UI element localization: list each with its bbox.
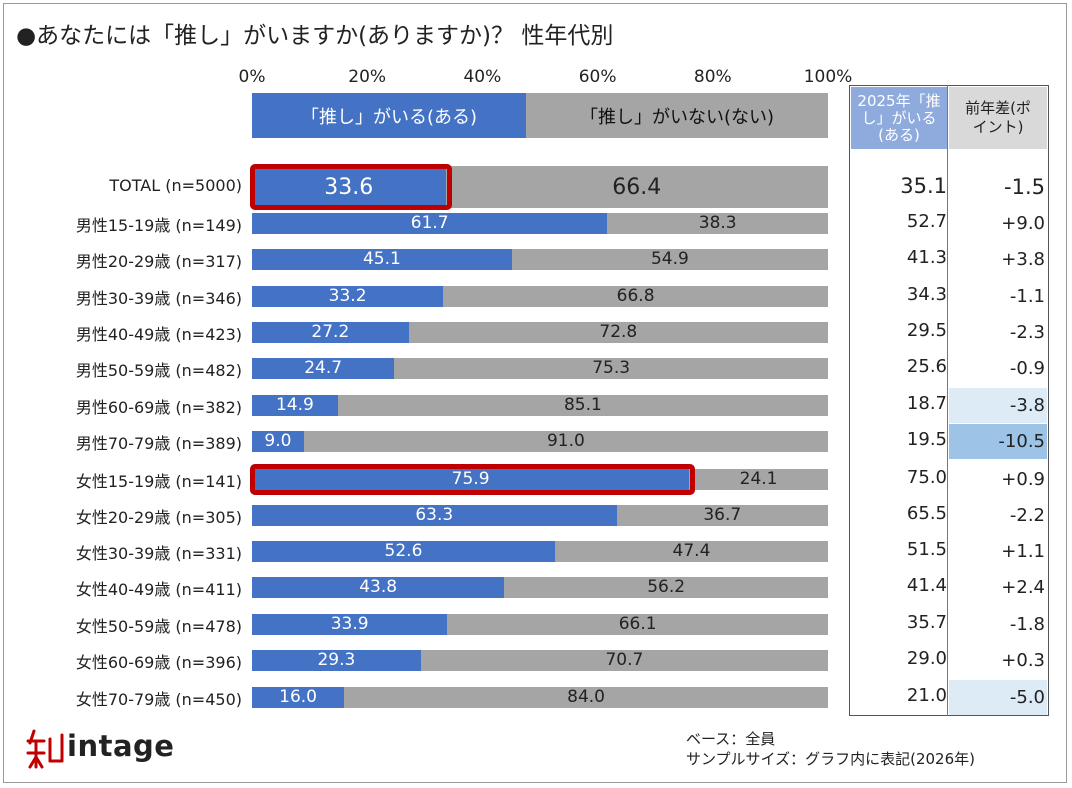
value-2025: 19.5 (906, 429, 947, 450)
value-2025: 35.7 (906, 612, 947, 633)
diff-points: -2.3 (1009, 322, 1045, 343)
diff-points: -10.5 (949, 424, 1047, 459)
chart-frame (3, 3, 1067, 783)
diff-points: -0.9 (1009, 358, 1045, 379)
category-label: 女性40-49歳 (n=411) (75, 580, 242, 599)
value-2025: 75.0 (906, 467, 947, 488)
value-2025: 29.0 (906, 648, 947, 669)
axis-tick: 60% (578, 67, 617, 87)
value-2025: 52.7 (906, 211, 947, 232)
diff-points: -1.8 (1009, 614, 1045, 635)
bar-no: 72.8 (408, 321, 828, 343)
value-2025: 18.7 (906, 393, 947, 414)
bar-yes: 33.6 (252, 166, 446, 208)
diff-points: -5.0 (949, 680, 1047, 715)
category-label: 男性15-19歳 (n=149) (75, 216, 242, 235)
value-2025: 41.3 (906, 247, 947, 268)
bar-yes: 61.7 (252, 212, 608, 234)
diff-points: -1.1 (1009, 286, 1045, 307)
axis-tick: 0% (238, 67, 266, 87)
diff-points: +1.1 (1001, 541, 1045, 562)
legend-yes: 「推し」がいる(ある) (252, 93, 526, 138)
value-2025: 51.5 (906, 539, 947, 560)
bar-no: 54.9 (511, 248, 828, 270)
category-label: 男性40-49歳 (n=423) (75, 325, 242, 344)
table-header-2025-text: 2025年「推し」がいる(ある) (857, 91, 941, 144)
bar-no: 47.4 (554, 540, 828, 562)
bar-yes: 52.6 (252, 540, 555, 562)
axis-tick: 80% (693, 67, 732, 87)
value-2025: 35.1 (900, 174, 947, 198)
category-label: 女性15-19歳 (n=141) (75, 472, 242, 491)
comparison-table (849, 85, 1049, 716)
bar-no: 70.7 (420, 649, 828, 671)
logo-text: intage (67, 729, 175, 763)
category-label: 女性70-79歳 (n=450) (75, 690, 242, 709)
diff-points: +3.8 (1001, 249, 1045, 270)
diff-points: +9.0 (1001, 213, 1045, 234)
value-2025: 25.6 (906, 356, 947, 377)
bar-yes: 29.3 (252, 649, 421, 671)
bar-no: 66.8 (443, 285, 828, 307)
diff-points: -1.5 (1004, 175, 1045, 199)
value-2025: 65.5 (906, 503, 947, 524)
diff-points: +0.3 (1001, 650, 1045, 671)
diff-points: +2.4 (1001, 577, 1045, 598)
bar-yes: 24.7 (252, 357, 395, 379)
table-header-diff-text: 前年差(ポイント) (965, 99, 1031, 136)
table-header-diff: 前年差(ポイント) (949, 87, 1047, 149)
footnote-sample: サンプルサイズ：グラフ内に表記(2026年) (686, 750, 975, 768)
bar-yes: 45.1 (252, 248, 512, 270)
category-label: 男性60-69歳 (n=382) (75, 398, 242, 417)
category-label: 女性60-69歳 (n=396) (75, 653, 242, 672)
value-2025: 41.4 (906, 575, 947, 596)
bar-yes: 27.2 (252, 321, 409, 343)
category-label: 男性30-39歳 (n=346) (75, 289, 242, 308)
category-label: TOTAL (n=5000) (109, 176, 242, 195)
footnote-base: ベース：全員 (686, 730, 776, 748)
axis-tick: 40% (463, 67, 502, 87)
bar-no: 84.0 (344, 686, 828, 708)
table-header-2025: 2025年「推し」がいる(ある) (851, 87, 947, 149)
category-label: 男性70-79歳 (n=389) (75, 434, 242, 453)
value-2025: 21.0 (906, 685, 947, 706)
bar-yes: 33.9 (252, 613, 448, 635)
bar-yes: 75.9 (252, 468, 690, 490)
bar-yes: 33.2 (252, 285, 444, 307)
category-label: 男性20-29歳 (n=317) (75, 252, 242, 271)
bar-no: 66.4 (445, 166, 828, 208)
bar-no: 36.7 (616, 504, 828, 526)
category-label: 女性20-29歳 (n=305) (75, 508, 242, 527)
category-label: 女性50-59歳 (n=478) (75, 617, 242, 636)
bar-yes: 14.9 (252, 394, 338, 416)
bar-yes: 16.0 (252, 686, 345, 708)
category-label: 女性30-39歳 (n=331) (75, 544, 242, 563)
bar-no: 56.2 (504, 576, 828, 598)
axis-tick: 20% (348, 67, 387, 87)
intage-logo-icon (26, 729, 64, 769)
diff-points: +0.9 (1001, 469, 1045, 490)
bar-no: 91.0 (303, 430, 828, 452)
diff-points: -3.8 (949, 388, 1047, 423)
bar-no: 66.1 (447, 613, 828, 635)
bar-no: 85.1 (337, 394, 828, 416)
bar-no: 38.3 (607, 212, 828, 234)
bar-no: 75.3 (394, 357, 828, 379)
chart-title: ●あなたには「推し」がいますか(ありますか)？ 性年代別 (16, 23, 614, 49)
category-label: 男性50-59歳 (n=482) (75, 361, 242, 380)
legend-no: 「推し」がいない(ない) (526, 93, 828, 138)
bar-yes: 63.3 (252, 504, 617, 526)
diff-points: -2.2 (1009, 505, 1045, 526)
bar-no: 24.1 (689, 468, 828, 490)
value-2025: 29.5 (906, 320, 947, 341)
axis-tick: 100% (803, 67, 853, 87)
value-2025: 34.3 (906, 284, 947, 305)
table-separator (947, 85, 948, 716)
bar-yes: 9.0 (252, 430, 304, 452)
bar-yes: 43.8 (252, 576, 505, 598)
